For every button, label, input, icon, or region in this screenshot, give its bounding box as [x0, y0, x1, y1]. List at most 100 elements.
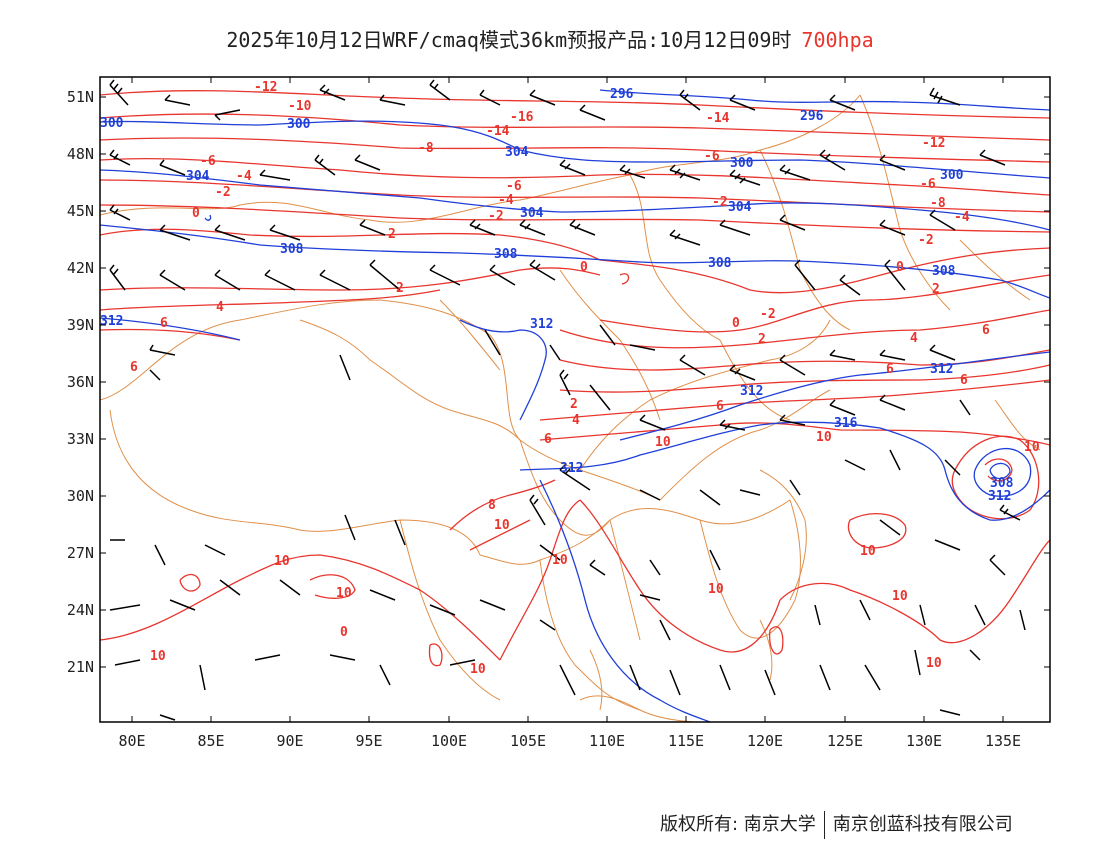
- temp-label: -12: [254, 80, 277, 95]
- height-label: 308: [494, 247, 518, 262]
- temperature-labels: -12 -10 -16 -14 -14 -8 -12 -6 -6 -6 -4 -…: [130, 80, 1040, 677]
- temp-label: -6: [506, 179, 522, 194]
- height-label: 304: [728, 200, 752, 215]
- lat-label: 30N: [67, 487, 94, 505]
- height-label: 312: [560, 461, 583, 476]
- height-label: 308: [990, 476, 1014, 491]
- height-label: 308: [708, 256, 732, 271]
- footer-divider: [823, 811, 825, 839]
- temp-label: 4: [910, 331, 918, 346]
- height-label: 312: [100, 314, 123, 329]
- height-label: 296: [800, 109, 824, 124]
- temp-label: 6: [716, 399, 724, 414]
- lon-axis: [131, 77, 1004, 722]
- map-title: 2025年10月12日WRF/cmaq模式36km预报产品:10月12日09时 7…: [0, 24, 1100, 53]
- lon-label: 110E: [589, 732, 625, 750]
- lat-axis: [100, 96, 1050, 668]
- height-label: 300: [730, 156, 754, 171]
- temp-label: 10: [552, 553, 568, 568]
- temp-label: -14: [486, 124, 510, 139]
- temp-label: 2: [570, 397, 578, 412]
- height-label: 312: [530, 317, 553, 332]
- height-label: 312: [930, 362, 953, 377]
- height-label: 312: [740, 384, 763, 399]
- temp-label: 10: [150, 649, 166, 664]
- temp-label: 2: [388, 227, 396, 242]
- temp-label: 6: [544, 432, 552, 447]
- temp-label: 6: [130, 360, 138, 375]
- temp-label: 10: [655, 435, 671, 450]
- temp-label: 6: [160, 316, 168, 331]
- temp-label: -16: [510, 110, 534, 125]
- temp-label: 4: [572, 413, 580, 428]
- temp-label: 6: [886, 362, 894, 377]
- temp-label: -4: [498, 193, 514, 208]
- lon-label: 105E: [510, 732, 546, 750]
- temp-label: -2: [215, 185, 231, 200]
- temp-label: -2: [712, 195, 728, 210]
- lat-label: 36N: [67, 373, 94, 391]
- temp-label: -8: [930, 196, 946, 211]
- temp-label: 0: [340, 625, 348, 640]
- height-label: 308: [280, 242, 304, 257]
- footer-credits: 版权所有: 南京大学 南京创蓝科技有限公司: [660, 810, 1013, 839]
- height-label: 300: [100, 116, 124, 131]
- height-label: 296: [610, 87, 634, 102]
- height-label: 300: [287, 117, 311, 132]
- temp-label: 10: [494, 518, 510, 533]
- pressure-level: 700hpa: [801, 28, 874, 52]
- temp-label: 6: [960, 373, 968, 388]
- lat-label: 48N: [67, 145, 94, 163]
- temp-label: 10: [1024, 440, 1040, 455]
- temp-label: 4: [216, 300, 224, 315]
- height-label: 304: [520, 206, 544, 221]
- lon-label: 120E: [747, 732, 783, 750]
- company-text: 南京创蓝科技有限公司: [832, 814, 1013, 835]
- temp-label: -2: [918, 233, 934, 248]
- lat-label: 24N: [67, 601, 94, 619]
- borders: [100, 94, 1041, 722]
- temp-label: 10: [816, 430, 832, 445]
- lon-label: 125E: [827, 732, 863, 750]
- lat-labels: 51N 48N 45N 42N 39N 36N 33N 30N 27N 24N …: [67, 88, 94, 676]
- height-labels: 296 296 300 300 304 300 300 304 304 304 …: [100, 87, 1014, 504]
- height-label: 308: [932, 264, 956, 279]
- temp-label: 2: [932, 282, 940, 297]
- temp-label: 0: [732, 316, 740, 331]
- temp-label: 6: [982, 323, 990, 338]
- wind-barbs: [109, 79, 1026, 721]
- height-label: 300: [940, 168, 964, 183]
- temp-label: -14: [706, 111, 730, 126]
- isotherms: [100, 90, 1050, 667]
- height-label: 316: [834, 416, 858, 431]
- temp-label: -10: [288, 99, 312, 114]
- lat-label: 45N: [67, 202, 94, 220]
- temp-label: 10: [274, 554, 290, 569]
- temp-label: 2: [396, 281, 404, 296]
- height-label: 312: [988, 489, 1011, 504]
- lon-label: 80E: [118, 732, 145, 750]
- lon-label: 115E: [668, 732, 704, 750]
- temp-label: -6: [704, 149, 720, 164]
- temp-label: -8: [418, 141, 434, 156]
- lat-label: 39N: [67, 316, 94, 334]
- lat-label: 42N: [67, 259, 94, 277]
- temp-label: -2: [488, 209, 504, 224]
- lon-label: 130E: [906, 732, 942, 750]
- temp-label: 0: [192, 206, 200, 221]
- lon-label: 135E: [985, 732, 1021, 750]
- lat-label: 51N: [67, 88, 94, 106]
- temp-label: 10: [926, 656, 942, 671]
- temp-label: -6: [200, 154, 216, 169]
- lon-label: 100E: [431, 732, 467, 750]
- temp-label: -6: [920, 177, 936, 192]
- temp-label: 2: [758, 332, 766, 347]
- temp-label: -4: [236, 169, 252, 184]
- height-contours: [100, 89, 1050, 722]
- temp-label: 10: [470, 662, 486, 677]
- plot-frame: [99, 76, 1051, 723]
- temp-label: 10: [708, 582, 724, 597]
- lon-labels: 80E 85E 90E 95E 100E 105E 110E 115E 120E…: [118, 732, 1021, 750]
- temp-label: 0: [896, 260, 904, 275]
